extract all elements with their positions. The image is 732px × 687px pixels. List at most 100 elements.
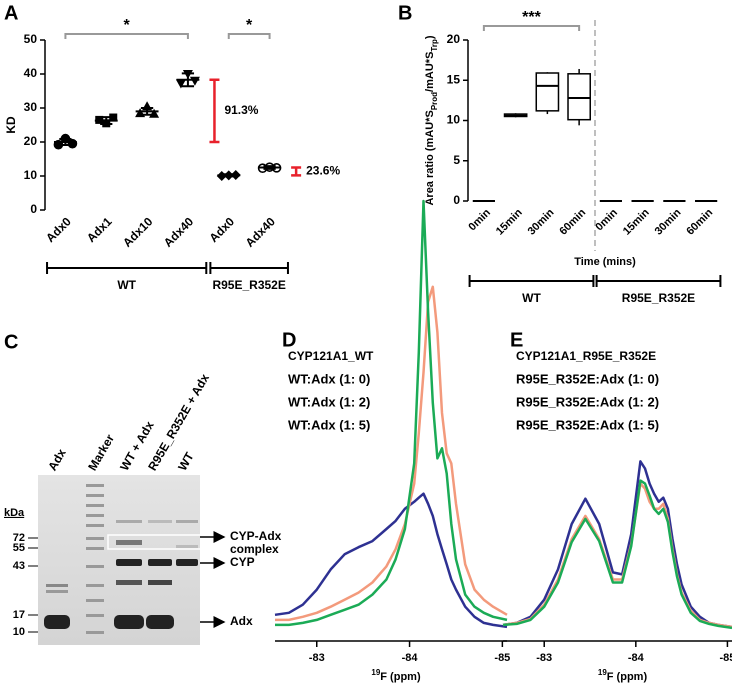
y-axis-label-part: /mAU*S bbox=[424, 52, 436, 92]
legend-label: R95E_R352E:Adx (1: 0) bbox=[516, 371, 659, 386]
panel-letter: E bbox=[510, 329, 523, 351]
significance-label: * bbox=[124, 17, 131, 34]
annotation-bracket bbox=[291, 166, 302, 177]
lane-label: Adx bbox=[45, 446, 69, 473]
legend-label: WT:Adx (1: 5) bbox=[288, 417, 370, 432]
x-axis-label-part: 19 bbox=[598, 668, 607, 677]
y-axis-label: KD bbox=[4, 116, 18, 134]
group-line bbox=[595, 275, 722, 287]
y-tick-label: 20 bbox=[24, 134, 38, 148]
x-axis-label: Time (mins) bbox=[574, 256, 636, 268]
group-label: R95E_R352E bbox=[622, 291, 695, 305]
error-bar bbox=[222, 173, 235, 178]
unit-label: kDa bbox=[4, 507, 25, 519]
gel-panel: C Adx Marker WT + Adx R95E_R352E + Adx W… bbox=[4, 331, 282, 645]
band-label: Adx bbox=[230, 614, 253, 628]
marker-label: 10 bbox=[13, 626, 25, 638]
group-label: WT bbox=[117, 278, 136, 292]
x-tick-label: Adx0 bbox=[43, 214, 74, 245]
y-axis-label-part: Trp bbox=[430, 39, 439, 52]
error-bar bbox=[181, 72, 195, 88]
band-label: CYP-Adx bbox=[230, 529, 282, 543]
x-tick-label: 15min bbox=[494, 206, 525, 237]
x-tick-label: 60min bbox=[684, 206, 715, 237]
significance-label: * bbox=[246, 17, 253, 34]
significance-label: *** bbox=[522, 9, 541, 26]
x-tick-label: 0min bbox=[593, 207, 620, 234]
legend-label: WT:Adx (1: 2) bbox=[288, 394, 370, 409]
significance-bracket bbox=[482, 25, 581, 31]
panel-letter: B bbox=[398, 2, 412, 24]
x-tick-label: -84 bbox=[628, 652, 645, 664]
legend-label: R95E_R352E:Adx (1: 2) bbox=[516, 394, 659, 409]
lane-label: WT bbox=[175, 449, 197, 473]
band-label: complex bbox=[230, 542, 279, 556]
group-line bbox=[468, 275, 595, 287]
x-tick-label: 30min bbox=[653, 206, 684, 237]
spectrum-line bbox=[502, 482, 732, 629]
x-tick-label: 15min bbox=[621, 206, 652, 237]
x-tick-label: -85 bbox=[494, 652, 510, 664]
marker-label: 55 bbox=[13, 542, 25, 554]
data-point bbox=[67, 138, 78, 149]
x-axis-label: 19F (ppm) bbox=[371, 668, 421, 683]
annotation-label: 91.3% bbox=[224, 103, 258, 117]
significance-bracket bbox=[227, 33, 271, 39]
x-tick-label: -83 bbox=[536, 652, 552, 664]
marker-label: 72 bbox=[13, 532, 25, 544]
group-label: R95E_R352E bbox=[212, 278, 285, 292]
data-point bbox=[189, 76, 200, 86]
y-tick-label: 50 bbox=[24, 32, 38, 46]
x-axis-label: 19F (ppm) bbox=[598, 668, 648, 683]
y-tick-label: 0 bbox=[30, 202, 37, 216]
chart-title: CYP121A1_WT bbox=[288, 349, 374, 363]
x-tick-label: -85 bbox=[719, 652, 732, 664]
band-label: CYP bbox=[230, 555, 255, 569]
group-line bbox=[209, 262, 289, 274]
data-point bbox=[109, 113, 118, 122]
y-axis-label-part: Area ratio (mAU*S bbox=[424, 110, 436, 205]
y-tick-label: 40 bbox=[24, 66, 38, 80]
panel-letter: D bbox=[282, 329, 296, 351]
error-bar bbox=[140, 107, 154, 116]
panel-letter: A bbox=[4, 2, 18, 24]
y-tick-label: 20 bbox=[447, 32, 461, 46]
y-axis-label-part: ) bbox=[424, 35, 436, 39]
x-tick-label: 60min bbox=[557, 206, 588, 237]
chart-title: CYP121A1_R95E_R352E bbox=[516, 349, 656, 363]
spectrum-line bbox=[275, 199, 508, 627]
y-tick-label: 0 bbox=[453, 193, 460, 207]
x-tick-label: Adx40 bbox=[243, 214, 279, 250]
spectrum-line bbox=[274, 492, 508, 629]
x-tick-label: -84 bbox=[402, 652, 419, 664]
spectrum-line bbox=[502, 460, 732, 629]
legend-label: R95E_R352E:Adx (1: 5) bbox=[516, 417, 659, 432]
lane-label: Marker bbox=[85, 432, 117, 473]
y-tick-label: 5 bbox=[453, 153, 460, 167]
data-point bbox=[175, 79, 186, 89]
y-tick-label: 15 bbox=[447, 72, 461, 86]
marker-ticks bbox=[28, 537, 38, 633]
spectrum-line bbox=[502, 479, 732, 630]
annotation-label: 23.6% bbox=[306, 164, 340, 178]
legend-label: WT:Adx (1: 0) bbox=[288, 371, 370, 386]
arrows bbox=[200, 531, 226, 628]
x-axis-label-part: F (ppm) bbox=[380, 671, 421, 683]
x-tick-label: Adx0 bbox=[206, 214, 237, 245]
error-bar bbox=[59, 137, 72, 147]
y-axis-label: Area ratio (mAU*SProd/mAU*STrp) bbox=[424, 35, 439, 205]
box bbox=[535, 72, 560, 112]
y-tick-label: 30 bbox=[24, 100, 38, 114]
marker-label: 43 bbox=[13, 560, 25, 572]
panel-letter: C bbox=[4, 331, 18, 353]
x-tick-label: Adx10 bbox=[120, 214, 156, 250]
lane-label: R95E_R352E + Adx bbox=[145, 371, 212, 473]
group-label: WT bbox=[522, 291, 541, 305]
group-line bbox=[46, 262, 208, 274]
x-tick-label: Adx40 bbox=[161, 214, 197, 250]
box bbox=[567, 73, 591, 121]
significance-bracket bbox=[64, 33, 189, 39]
x-tick-label: 0min bbox=[466, 207, 493, 234]
spectrum-line bbox=[275, 285, 508, 622]
